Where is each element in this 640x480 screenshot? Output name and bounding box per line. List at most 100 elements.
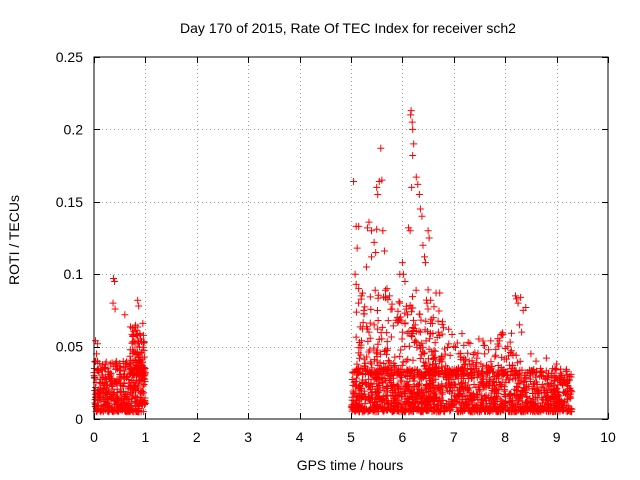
data-point bbox=[464, 338, 472, 346]
data-point bbox=[394, 317, 402, 325]
data-point bbox=[396, 299, 404, 307]
data-point bbox=[361, 393, 369, 401]
x-tick-label: 3 bbox=[244, 429, 252, 445]
data-point bbox=[489, 396, 497, 404]
data-point bbox=[529, 396, 537, 404]
data-point bbox=[417, 395, 425, 403]
data-point bbox=[507, 347, 515, 355]
data-point bbox=[435, 395, 443, 403]
data-point bbox=[415, 191, 423, 199]
data-point bbox=[508, 402, 516, 410]
data-point bbox=[451, 392, 459, 400]
data-point bbox=[532, 357, 540, 365]
data-point bbox=[94, 340, 102, 348]
data-point bbox=[396, 371, 404, 379]
data-point bbox=[442, 371, 450, 379]
data-point bbox=[409, 304, 417, 312]
data-point bbox=[448, 331, 456, 339]
data-point bbox=[473, 390, 481, 398]
data-point bbox=[407, 111, 415, 119]
data-point bbox=[362, 263, 370, 271]
data-point bbox=[423, 299, 431, 307]
data-point bbox=[416, 205, 424, 213]
data-point bbox=[404, 355, 412, 363]
data-point bbox=[136, 396, 144, 404]
data-point bbox=[112, 397, 120, 405]
data-point bbox=[551, 365, 559, 373]
data-point bbox=[391, 353, 399, 361]
data-point bbox=[431, 383, 439, 391]
data-point bbox=[357, 384, 365, 392]
data-point bbox=[430, 354, 438, 362]
data-point bbox=[467, 392, 475, 400]
data-point bbox=[436, 289, 444, 297]
data-point bbox=[359, 378, 367, 386]
data-point bbox=[382, 383, 390, 391]
data-point bbox=[408, 330, 416, 338]
data-point bbox=[138, 401, 146, 409]
data-point bbox=[358, 395, 366, 403]
data-point bbox=[544, 401, 552, 409]
data-point bbox=[364, 383, 372, 391]
data-point bbox=[384, 364, 392, 372]
data-point bbox=[506, 376, 514, 384]
data-point bbox=[411, 321, 419, 329]
data-point bbox=[409, 374, 417, 382]
data-point bbox=[361, 303, 369, 311]
data-point bbox=[357, 341, 365, 349]
data-point bbox=[471, 394, 479, 402]
data-point bbox=[509, 350, 517, 358]
data-point bbox=[469, 350, 477, 358]
data-point bbox=[352, 378, 360, 386]
x-tick-label: 0 bbox=[90, 429, 98, 445]
data-point bbox=[409, 125, 417, 133]
data-point bbox=[121, 391, 129, 399]
data-point bbox=[121, 370, 129, 378]
x-tick-label: 5 bbox=[347, 429, 355, 445]
data-point bbox=[353, 244, 361, 252]
data-point bbox=[446, 351, 454, 359]
data-point bbox=[408, 118, 416, 126]
data-point bbox=[387, 400, 395, 408]
data-point bbox=[355, 299, 363, 307]
data-point bbox=[401, 320, 409, 328]
data-point bbox=[522, 374, 530, 382]
data-point bbox=[553, 360, 561, 368]
data-point bbox=[355, 386, 363, 394]
data-point bbox=[445, 325, 453, 333]
data-point bbox=[374, 316, 382, 324]
data-point bbox=[390, 387, 398, 395]
data-point bbox=[430, 303, 438, 311]
data-point bbox=[548, 393, 556, 401]
data-point bbox=[479, 337, 487, 345]
data-point bbox=[552, 366, 560, 374]
data-point bbox=[532, 378, 540, 386]
data-point bbox=[537, 404, 545, 412]
data-point bbox=[111, 305, 119, 313]
data-point bbox=[118, 395, 126, 403]
data-point bbox=[110, 275, 118, 283]
data-point bbox=[455, 391, 463, 399]
data-point bbox=[515, 395, 523, 403]
data-point bbox=[97, 380, 105, 388]
data-point bbox=[405, 224, 413, 232]
data-point bbox=[374, 191, 382, 199]
data-point bbox=[493, 397, 501, 405]
data-point bbox=[374, 340, 382, 348]
data-point bbox=[434, 328, 442, 336]
data-point bbox=[429, 314, 437, 322]
data-point bbox=[441, 345, 449, 353]
data-point bbox=[466, 389, 474, 397]
data-point bbox=[440, 324, 448, 332]
data-point bbox=[135, 339, 143, 347]
data-point bbox=[359, 289, 366, 297]
data-point bbox=[465, 357, 473, 365]
data-point bbox=[128, 377, 136, 385]
data-point bbox=[107, 369, 115, 377]
data-point bbox=[415, 380, 423, 388]
data-point bbox=[376, 375, 384, 383]
data-point bbox=[131, 397, 139, 405]
data-point bbox=[472, 362, 480, 370]
data-point bbox=[374, 325, 382, 333]
data-point bbox=[411, 391, 419, 399]
